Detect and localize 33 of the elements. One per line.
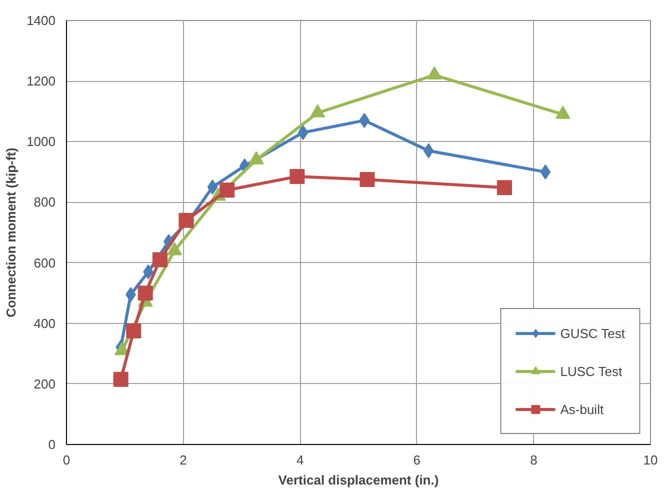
y-tick-label: 1000 <box>26 134 56 150</box>
point <box>359 112 370 128</box>
legend-label: LUSC Test <box>560 364 622 378</box>
y-tick-label: 1200 <box>26 74 56 89</box>
y-tick-label: 400 <box>34 316 56 331</box>
y-tick-label: 0 <box>48 437 56 452</box>
point <box>113 372 128 387</box>
legend-label: As-built <box>560 402 604 416</box>
x-tick-label: 0 <box>62 452 70 468</box>
point <box>126 323 142 338</box>
y-tick-label: 1400 <box>26 13 56 28</box>
x-tick-label: 8 <box>530 452 538 468</box>
x-tick-label: 10 <box>643 452 658 468</box>
y-axis-title: Connection moment (kip-ft) <box>4 148 19 318</box>
point <box>152 252 168 268</box>
point <box>290 168 305 184</box>
x-tick-label: 4 <box>296 452 304 468</box>
legend-label: GUSC Test <box>560 326 625 340</box>
y-tick-label: 800 <box>34 194 56 210</box>
point <box>220 182 235 198</box>
point <box>178 212 194 228</box>
point <box>497 180 512 196</box>
point <box>540 164 551 180</box>
point <box>423 143 434 158</box>
x-tick-label: 2 <box>180 452 187 468</box>
x-axis-title: Vertical displacement (in.) <box>278 472 439 488</box>
point <box>360 172 375 187</box>
point <box>138 286 153 301</box>
point <box>298 125 308 140</box>
y-tick-label: 600 <box>34 255 56 270</box>
y-tick-label: 200 <box>34 376 56 392</box>
x-tick-label: 6 <box>413 452 421 468</box>
point <box>207 180 218 195</box>
